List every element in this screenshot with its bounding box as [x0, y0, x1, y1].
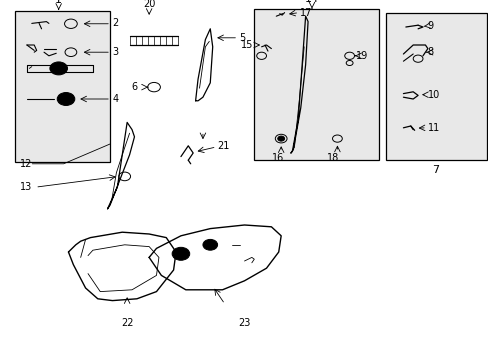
Text: 20: 20 [142, 0, 155, 9]
Text: 7: 7 [431, 165, 438, 175]
Bar [386, 13, 486, 160]
Bar [254, 9, 378, 160]
Text: 8: 8 [427, 47, 433, 57]
Bar [15, 11, 110, 162]
Text: 3: 3 [112, 47, 119, 57]
Circle shape [203, 239, 217, 250]
Text: 5: 5 [239, 33, 245, 43]
Circle shape [277, 136, 284, 141]
Text: 2: 2 [112, 18, 119, 28]
Text: 9: 9 [427, 21, 433, 31]
Text: 22: 22 [121, 318, 133, 328]
Text: 17: 17 [299, 8, 311, 18]
Text: 12: 12 [20, 159, 32, 169]
Text: 18: 18 [326, 153, 339, 163]
Circle shape [60, 95, 72, 103]
Text: 23: 23 [238, 318, 250, 328]
Text: 1: 1 [55, 0, 62, 5]
Text: 21: 21 [217, 141, 229, 151]
Text: 6: 6 [131, 82, 137, 92]
Text: 11: 11 [427, 123, 439, 133]
Circle shape [50, 62, 67, 75]
Circle shape [57, 93, 75, 105]
Text: 14: 14 [305, 0, 318, 4]
Text: 4: 4 [112, 94, 119, 104]
Circle shape [172, 247, 189, 260]
Text: 16: 16 [271, 153, 284, 163]
Text: 13: 13 [20, 182, 32, 192]
Text: 10: 10 [427, 90, 439, 100]
Text: 15: 15 [241, 40, 253, 50]
Text: 19: 19 [355, 51, 367, 61]
Circle shape [175, 249, 186, 258]
